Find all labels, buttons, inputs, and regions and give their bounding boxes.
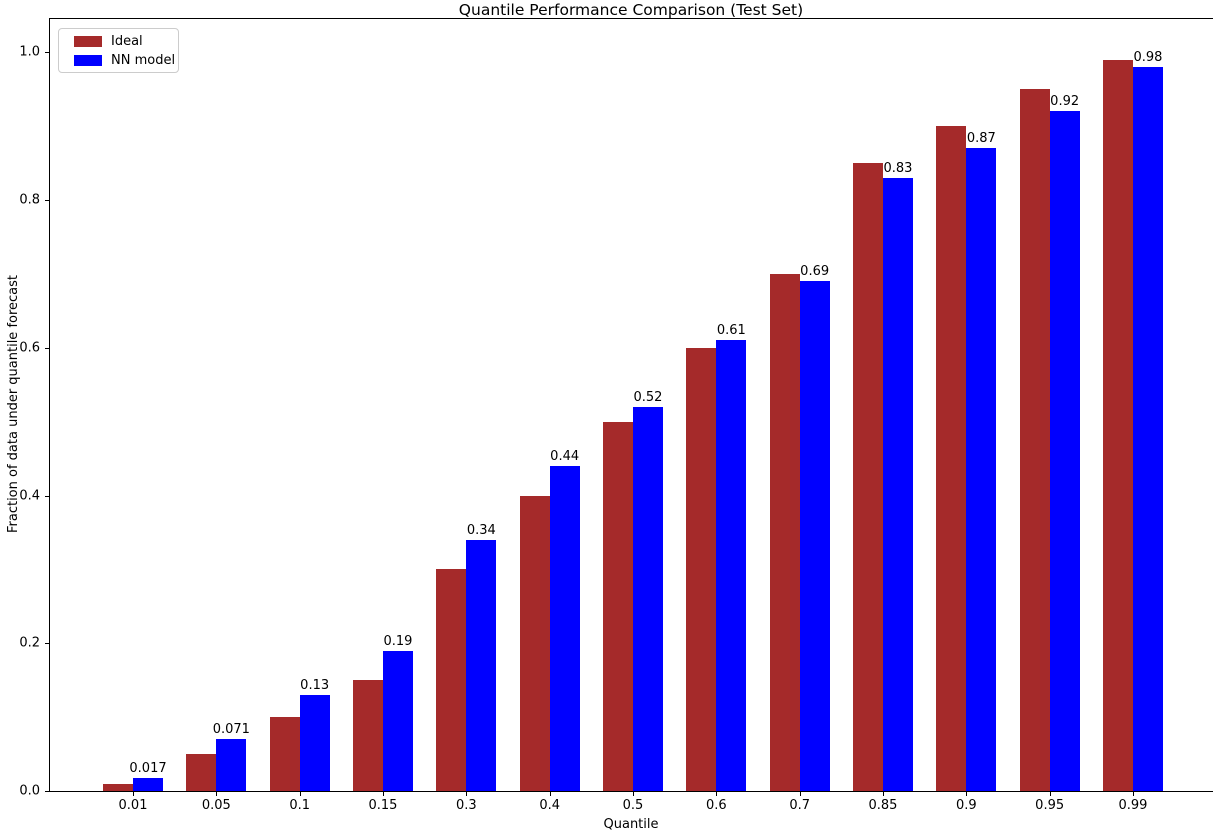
bar-ideal — [269, 717, 300, 791]
x-tick-label: 0.85 — [868, 798, 898, 813]
bar-value-label: 0.52 — [633, 389, 663, 405]
bar-ideal — [769, 273, 800, 791]
x-tick-label: 0.3 — [455, 798, 477, 813]
y-tick-mark — [45, 791, 49, 792]
bar-value-label: 0.69 — [800, 264, 830, 280]
bar-ideal — [936, 126, 967, 791]
bar-nn-model — [716, 340, 747, 791]
bar-nn-model — [216, 738, 247, 791]
x-tick-label: 0.99 — [1118, 798, 1148, 813]
bar-nn-model — [133, 778, 163, 791]
x-axis-label: Quantile — [603, 817, 659, 832]
x-tick-label: 0.95 — [1035, 798, 1065, 813]
x-tick-mark — [1132, 792, 1134, 796]
y-tick-label: 0.6 — [19, 340, 40, 356]
x-tick-label: 0.7 — [789, 798, 810, 813]
bar-ideal — [436, 569, 467, 791]
bar-value-label: 0.34 — [466, 522, 496, 538]
chart-title: Quantile Performance Comparison (Test Se… — [458, 1, 804, 19]
bar-value-label: 0.19 — [383, 633, 413, 649]
x-tick-label: 0.5 — [622, 798, 644, 813]
y-tick-label: 1.0 — [19, 44, 40, 60]
x-tick-mark — [882, 792, 884, 796]
bar-ideal — [186, 754, 217, 791]
legend-label-nn-model: NN model — [111, 52, 176, 68]
x-tick-mark — [299, 792, 301, 796]
top-spine — [49, 18, 1213, 19]
x-tick-mark — [966, 792, 968, 796]
x-tick-mark — [466, 792, 468, 796]
bar-ideal — [852, 163, 883, 791]
x-tick-mark — [716, 792, 718, 796]
bar-value-label: 0.61 — [716, 323, 746, 339]
bar-ideal — [519, 495, 550, 791]
bar-value-label: 0.44 — [550, 448, 580, 464]
y-tick-label: 0.4 — [19, 488, 40, 503]
bar-value-label: 0.87 — [966, 131, 996, 147]
bar-nn-model — [882, 177, 913, 791]
bar-ideal — [1102, 59, 1133, 791]
x-tick-mark — [382, 792, 384, 796]
bar-ideal — [602, 421, 633, 791]
ideal-color-swatch — [74, 35, 102, 47]
bar-nn-model — [632, 406, 663, 791]
bar-ideal — [103, 783, 133, 791]
legend-item-nn-model: NN model — [74, 54, 178, 67]
x-tick-label: 0.05 — [201, 798, 231, 813]
x-tick-mark — [216, 792, 218, 796]
x-tick-mark — [133, 792, 134, 796]
bar-nn-model — [966, 148, 997, 791]
left-spine — [49, 18, 50, 792]
bar-nn-model — [299, 694, 330, 791]
x-tick-label: 0.4 — [539, 798, 560, 813]
bar-value-label: 0.13 — [300, 677, 330, 693]
x-tick-label: 0.9 — [955, 798, 977, 813]
bar-nn-model — [466, 539, 497, 791]
y-tick-label: 0.0 — [19, 783, 40, 799]
bar-ideal — [686, 347, 717, 791]
x-tick-label: 0.15 — [368, 798, 398, 813]
nn-model-color-swatch — [74, 54, 102, 66]
x-tick-label: 0.01 — [118, 798, 148, 813]
legend: Ideal NN model — [58, 28, 179, 73]
y-tick-mark — [45, 347, 49, 349]
x-tick-mark — [632, 792, 634, 796]
bar-value-label: 0.92 — [1050, 94, 1080, 110]
bar-nn-model — [799, 281, 830, 791]
bar-nn-model — [549, 465, 580, 791]
y-tick-mark — [45, 52, 49, 54]
bar-value-label: 0.98 — [1133, 50, 1163, 66]
legend-item-ideal: Ideal — [74, 35, 178, 48]
bar-value-label: 0.071 — [212, 721, 250, 737]
y-tick-label: 0.2 — [19, 635, 40, 651]
x-tick-mark — [799, 792, 801, 796]
bar-nn-model — [1049, 111, 1080, 791]
y-tick-mark — [45, 643, 49, 645]
x-tick-label: 0.1 — [289, 798, 310, 813]
x-tick-label: 0.6 — [705, 798, 727, 813]
bottom-spine — [49, 791, 1213, 792]
bar-nn-model — [382, 650, 413, 791]
y-tick-mark — [45, 495, 49, 497]
x-tick-mark — [549, 792, 551, 796]
y-tick-mark — [45, 200, 49, 201]
x-tick-mark — [1049, 792, 1051, 796]
bar-value-label: 0.83 — [883, 160, 913, 176]
y-tick-label: 0.8 — [19, 192, 40, 208]
bar-ideal — [1019, 89, 1050, 791]
bar-nn-model — [1132, 67, 1163, 791]
bar-value-label: 0.017 — [129, 761, 167, 777]
legend-label-ideal: Ideal — [111, 33, 143, 49]
bar-ideal — [352, 680, 383, 791]
